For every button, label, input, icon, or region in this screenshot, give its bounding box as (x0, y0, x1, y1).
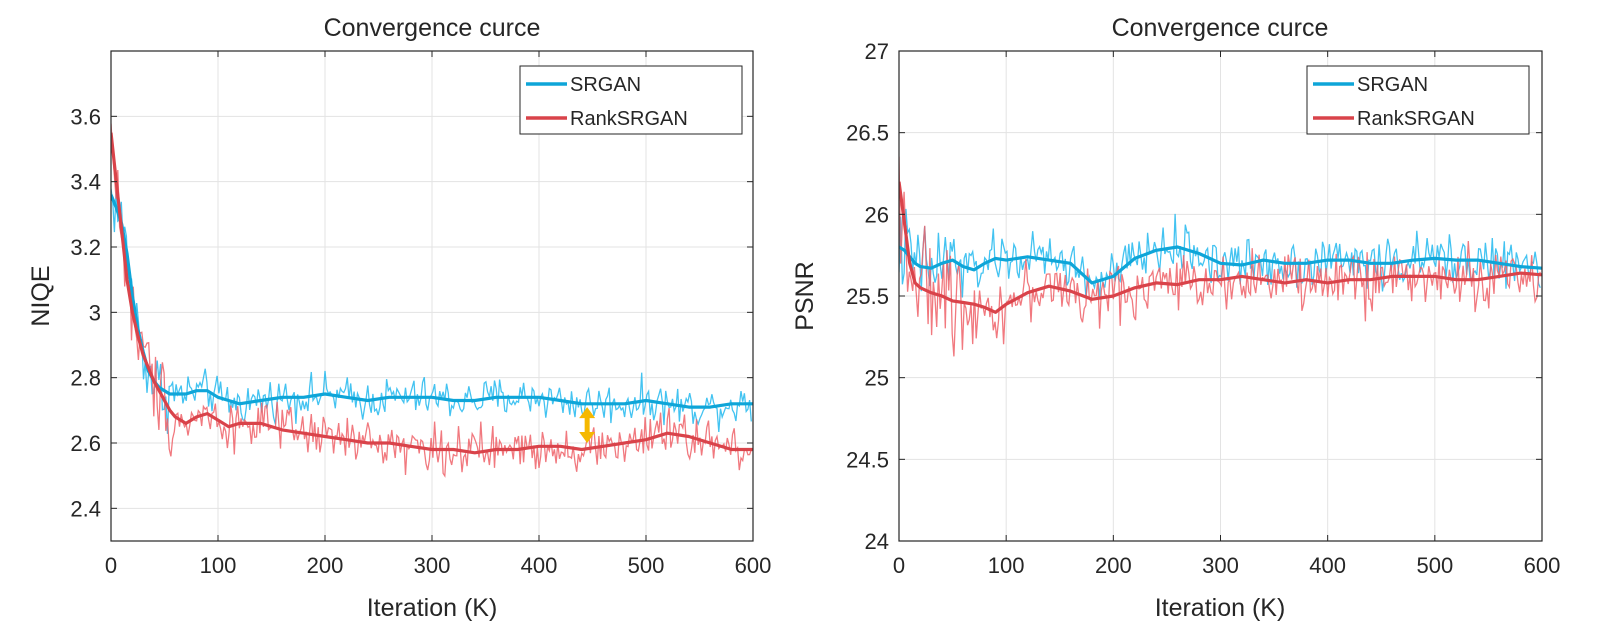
smoothed-curves (111, 132, 753, 455)
legend-box (1306, 65, 1530, 135)
x-tick-label: 0 (105, 553, 117, 578)
y-tick-label: 24 (865, 529, 889, 554)
x-tick-label: 600 (1524, 553, 1561, 578)
legend-label-srgan: SRGAN (1357, 74, 1428, 96)
legend-box (519, 65, 743, 135)
y-tick-label: 3 (89, 300, 101, 325)
x-axis-label: Iteration (K) (1155, 594, 1286, 622)
tick-marks: 0 100 200 300 400 500 600 2.4 2.6 2.8 3 3.2 3.4 3.6 (70, 51, 771, 578)
y-tick-label: 3.2 (70, 235, 101, 260)
x-tick-label: 200 (1095, 553, 1132, 578)
niqe-chart: 0 100 200 300 400 500 600 2.4 2.6 2.8 3 3.2 3.4 3.6 C… (27, 14, 771, 622)
chart-title: Convergence curce (324, 14, 541, 42)
y-tick-label: 26.5 (846, 121, 889, 146)
x-tick-label: 200 (307, 553, 344, 578)
raw-line-ranksrgan (111, 123, 752, 478)
y-tick-label: 26 (865, 202, 889, 227)
raw-line-srgan (899, 208, 1541, 298)
y-tick-label: 25 (865, 366, 889, 391)
y-tick-label: 2.4 (70, 496, 101, 521)
series-line-ranksrgan (111, 132, 753, 455)
annotation-arrow-head-up (579, 407, 596, 419)
x-tick-label: 600 (735, 553, 772, 578)
series-line-ranksrgan (899, 181, 1542, 314)
y-tick-label: 3.4 (70, 170, 101, 195)
y-tick-label: 2.8 (70, 366, 101, 391)
annotation-layer (579, 407, 596, 443)
x-tick-label: 300 (1202, 553, 1239, 578)
smoothed-curves (899, 181, 1542, 314)
legend: SRGAN RankSRGAN (519, 65, 743, 135)
x-tick-label: 300 (414, 553, 451, 578)
x-tick-label: 500 (1416, 553, 1453, 578)
x-tick-label: 500 (628, 553, 665, 578)
chart-title: Convergence curce (1112, 14, 1329, 42)
y-tick-label: 24.5 (846, 447, 889, 472)
x-tick-label: 100 (200, 553, 237, 578)
legend-label-ranksrgan: RankSRGAN (1357, 108, 1475, 130)
y-axis-label: NIQE (27, 265, 55, 326)
x-tick-label: 400 (1309, 553, 1346, 578)
annotation-arrow-head-down (579, 432, 596, 443)
y-tick-label: 2.6 (70, 431, 101, 456)
y-tick-label: 3.6 (70, 104, 101, 129)
x-tick-label: 100 (988, 553, 1025, 578)
y-tick-label: 27 (865, 39, 889, 64)
tick-marks: 0 100 200 300 400 500 600 24 24.5 25 25.5 26 26.5 27 (846, 39, 1560, 578)
x-tick-label: 0 (893, 553, 905, 578)
x-axis-label: Iteration (K) (367, 594, 498, 622)
legend-label-ranksrgan: RankSRGAN (570, 108, 688, 130)
legend-label-srgan: SRGAN (570, 74, 641, 96)
legend: SRGAN RankSRGAN (1306, 65, 1530, 135)
x-tick-label: 400 (521, 553, 558, 578)
y-tick-label: 25.5 (846, 284, 889, 309)
y-axis-label: PSNR (791, 261, 819, 330)
series-line-srgan (899, 245, 1542, 285)
psnr-chart: 0 100 200 300 400 500 6002424.52525.52626.527 … (791, 14, 1560, 622)
